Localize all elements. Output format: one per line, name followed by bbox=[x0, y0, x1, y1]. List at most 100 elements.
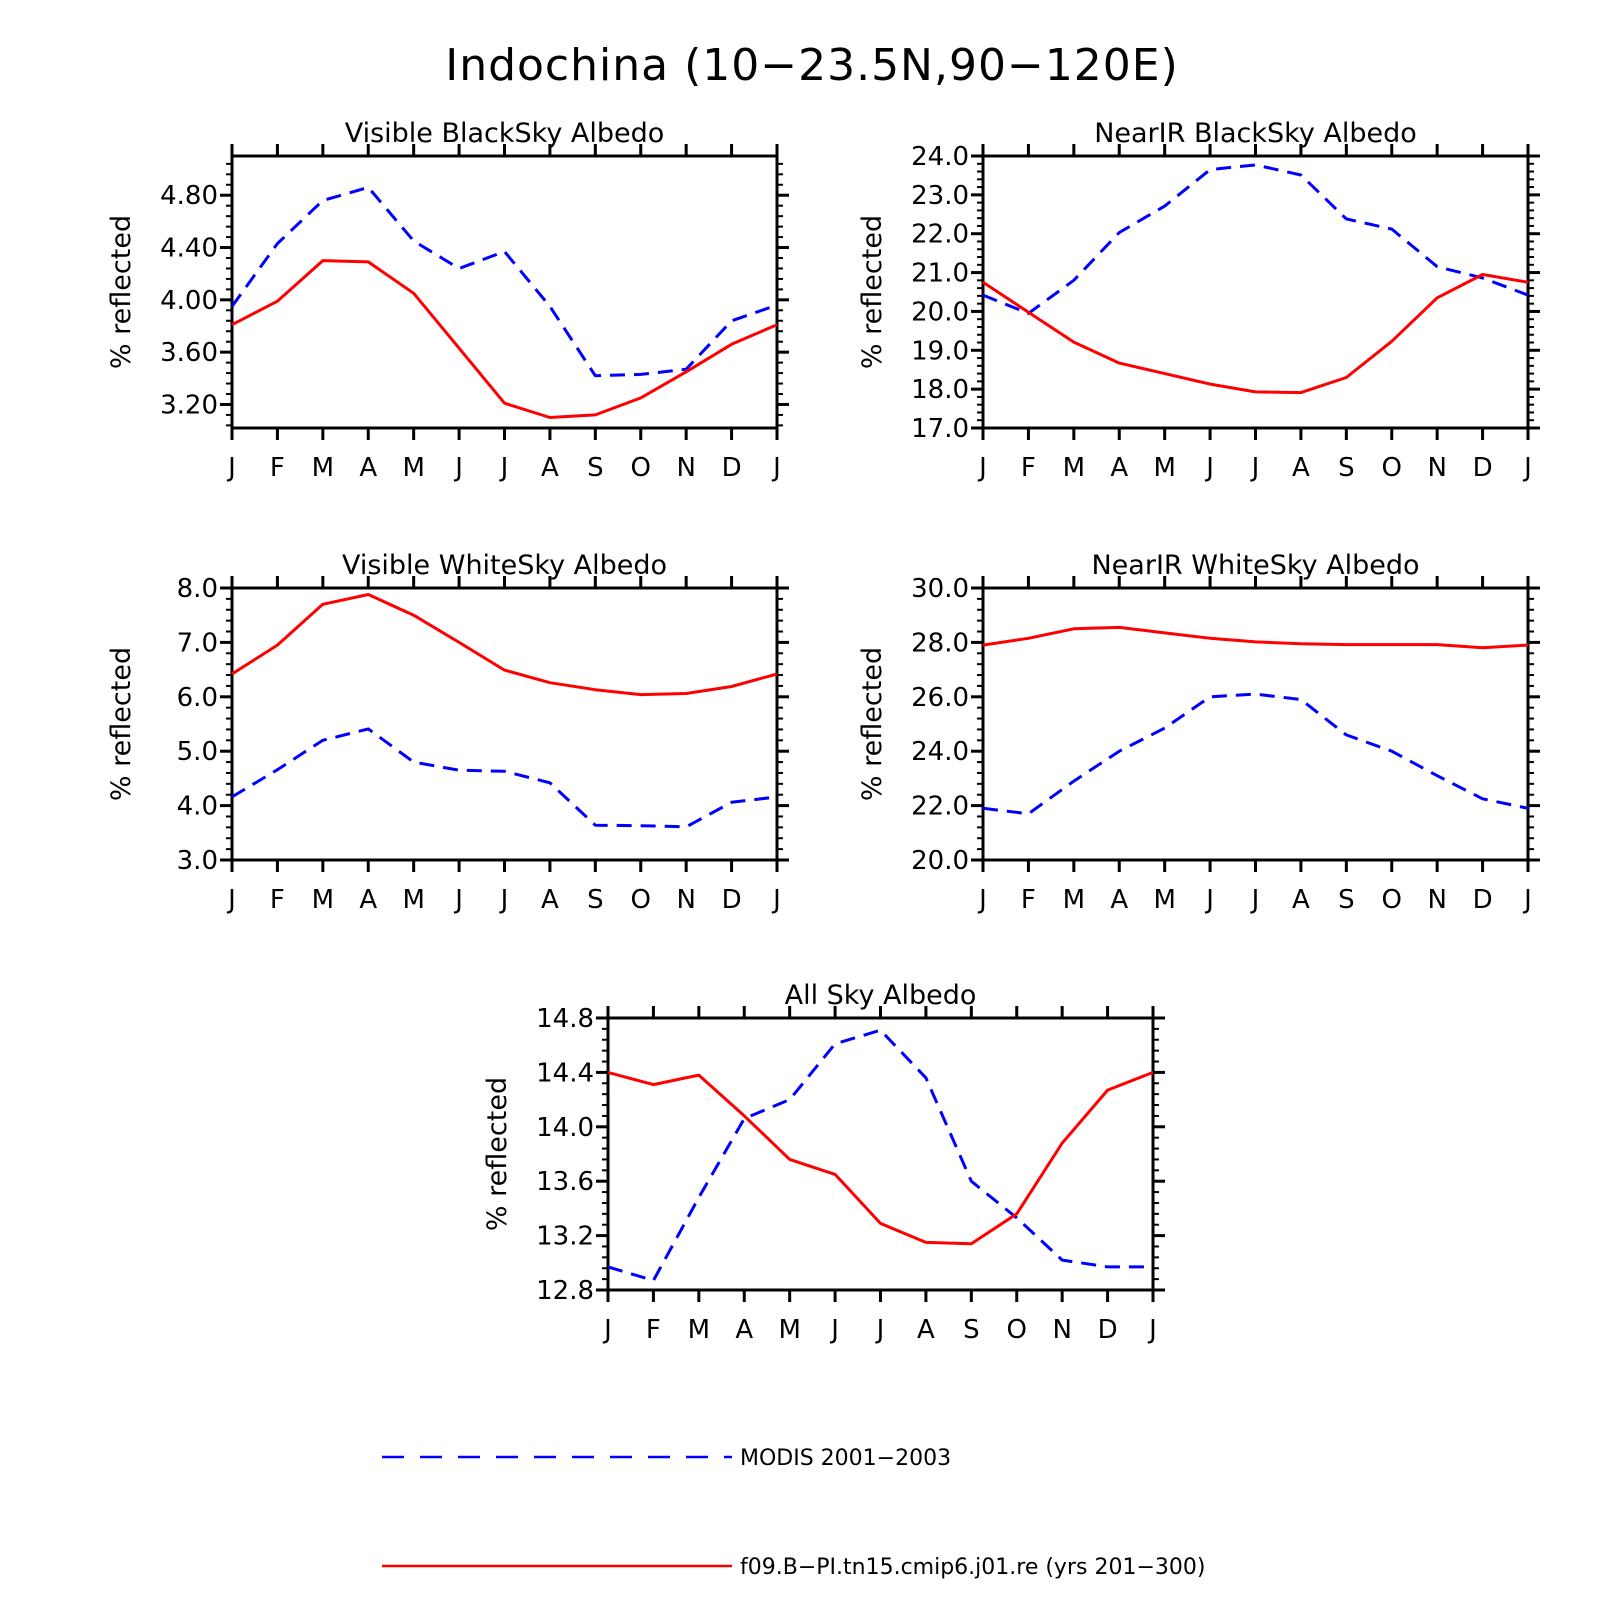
y-axis-label: % reflected bbox=[106, 647, 137, 801]
x-tick-label: M bbox=[312, 885, 334, 915]
x-tick-label: J bbox=[453, 885, 463, 915]
y-tick-label: 3.60 bbox=[160, 338, 218, 368]
x-tick-label: J bbox=[1250, 885, 1260, 915]
x-tick-label: S bbox=[1338, 453, 1355, 483]
x-tick-label: O bbox=[1382, 453, 1402, 483]
x-tick-label: F bbox=[1021, 885, 1036, 915]
legend-label-model: f09.B−PI.tn15.cmip6.j01.re (yrs 201−300) bbox=[740, 1555, 1205, 1580]
x-tick-label: J bbox=[499, 885, 509, 915]
y-axis-label: % reflected bbox=[482, 1077, 513, 1231]
y-tick-label: 24.0 bbox=[911, 142, 969, 172]
x-tick-label: O bbox=[1007, 1315, 1027, 1345]
x-tick-label: A bbox=[1292, 885, 1310, 915]
y-tick-label: 13.2 bbox=[536, 1222, 594, 1252]
series-line-model bbox=[607, 1070, 1154, 1246]
y-tick-label: 4.80 bbox=[160, 181, 218, 211]
x-tick-label: M bbox=[688, 1315, 710, 1345]
y-tick-label: 4.00 bbox=[160, 286, 218, 316]
x-tick-label: A bbox=[541, 885, 559, 915]
x-tick-label: D bbox=[722, 453, 742, 483]
y-tick-label: 8.0 bbox=[177, 574, 218, 604]
series-line-modis bbox=[982, 692, 1529, 816]
x-tick-label: J bbox=[977, 453, 987, 483]
y-axis-label: % reflected bbox=[857, 647, 888, 801]
series-line-model bbox=[982, 625, 1529, 650]
x-tick-label: D bbox=[1473, 453, 1493, 483]
y-tick-label: 19.0 bbox=[911, 336, 969, 366]
x-tick-label: J bbox=[1204, 453, 1214, 483]
plot-frame bbox=[230, 154, 779, 430]
x-tick-label: S bbox=[587, 885, 604, 915]
legend-label-modis: MODIS 2001−2003 bbox=[740, 1446, 951, 1471]
x-tick-label: J bbox=[226, 885, 236, 915]
y-tick-label: 13.6 bbox=[536, 1167, 594, 1197]
x-tick-label: F bbox=[646, 1315, 661, 1345]
x-tick-label: M bbox=[312, 453, 334, 483]
x-tick-label: A bbox=[735, 1315, 753, 1345]
y-tick-label: 12.8 bbox=[536, 1276, 594, 1306]
y-tick-label: 5.0 bbox=[177, 737, 218, 767]
x-tick-label: O bbox=[631, 885, 651, 915]
plot-frame bbox=[230, 586, 779, 862]
y-tick-label: 17.0 bbox=[911, 414, 969, 444]
x-tick-label: D bbox=[1473, 885, 1493, 915]
x-tick-label: D bbox=[1098, 1315, 1118, 1345]
y-tick-label: 21.0 bbox=[911, 259, 969, 289]
x-tick-label: J bbox=[875, 1315, 885, 1345]
y-tick-label: 24.0 bbox=[911, 737, 969, 767]
y-tick-label: 28.0 bbox=[911, 628, 969, 658]
y-tick-label: 20.0 bbox=[911, 846, 969, 876]
x-tick-label: J bbox=[771, 885, 781, 915]
y-tick-label: 26.0 bbox=[911, 683, 969, 713]
y-tick-label: 23.0 bbox=[911, 181, 969, 211]
x-tick-label: J bbox=[453, 453, 463, 483]
x-tick-label: M bbox=[402, 453, 424, 483]
x-tick-label: F bbox=[270, 453, 285, 483]
x-tick-label: D bbox=[722, 885, 742, 915]
series-line-model bbox=[231, 593, 778, 697]
x-tick-label: O bbox=[631, 453, 651, 483]
y-tick-label: 4.0 bbox=[177, 792, 218, 822]
x-tick-label: N bbox=[1052, 1315, 1071, 1345]
x-tick-label: A bbox=[541, 453, 559, 483]
y-tick-label: 30.0 bbox=[911, 574, 969, 604]
x-tick-label: J bbox=[829, 1315, 839, 1345]
series-line-modis bbox=[231, 727, 778, 829]
figure-title: Indochina (10−23.5N,90−120E) bbox=[445, 40, 1179, 91]
x-tick-label: A bbox=[1110, 885, 1128, 915]
x-tick-label: F bbox=[1021, 453, 1036, 483]
x-tick-label: S bbox=[963, 1315, 980, 1345]
x-tick-label: J bbox=[1250, 453, 1260, 483]
panel-title: NearIR BlackSky Albedo bbox=[1094, 118, 1417, 149]
y-tick-label: 7.0 bbox=[177, 628, 218, 658]
y-tick-label: 22.0 bbox=[911, 792, 969, 822]
x-tick-label: F bbox=[270, 885, 285, 915]
x-tick-label: N bbox=[1427, 453, 1446, 483]
x-tick-label: M bbox=[1063, 453, 1085, 483]
x-tick-label: A bbox=[359, 453, 377, 483]
x-tick-label: O bbox=[1382, 885, 1402, 915]
x-tick-label: M bbox=[778, 1315, 800, 1345]
x-tick-label: J bbox=[1522, 885, 1532, 915]
x-tick-label: M bbox=[1153, 453, 1175, 483]
panel-title: Visible BlackSky Albedo bbox=[345, 118, 665, 149]
series-line-model bbox=[231, 259, 778, 419]
series-line-modis bbox=[230, 185, 778, 378]
x-tick-label: A bbox=[1110, 453, 1128, 483]
x-tick-label: J bbox=[1204, 885, 1214, 915]
x-tick-label: N bbox=[1427, 885, 1446, 915]
x-tick-label: J bbox=[499, 453, 509, 483]
series-line-modis bbox=[607, 1028, 1153, 1282]
x-tick-label: J bbox=[226, 453, 236, 483]
x-tick-label: J bbox=[1147, 1315, 1157, 1345]
x-tick-label: A bbox=[1292, 453, 1310, 483]
plot-frame bbox=[981, 586, 1530, 862]
x-tick-label: M bbox=[1153, 885, 1175, 915]
series-line-modis bbox=[982, 163, 1529, 315]
y-tick-label: 14.4 bbox=[536, 1058, 594, 1088]
